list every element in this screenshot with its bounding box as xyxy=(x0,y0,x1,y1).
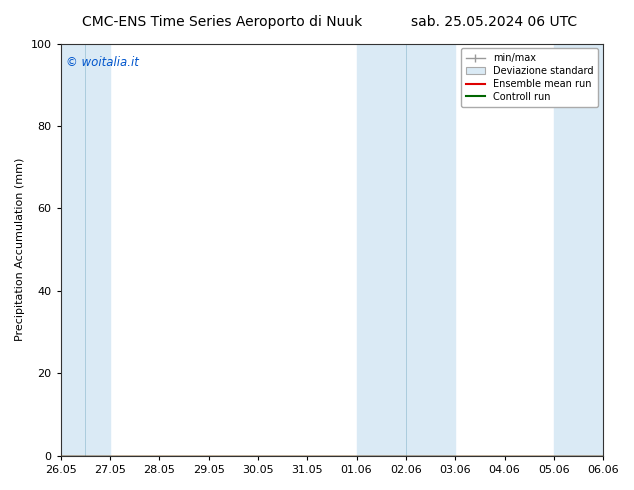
Legend: min/max, Deviazione standard, Ensemble mean run, Controll run: min/max, Deviazione standard, Ensemble m… xyxy=(461,49,598,107)
Text: CMC-ENS Time Series Aeroporto di Nuuk: CMC-ENS Time Series Aeroporto di Nuuk xyxy=(82,15,362,29)
Text: © woitalia.it: © woitalia.it xyxy=(66,56,139,69)
Bar xyxy=(554,44,634,456)
Y-axis label: Precipitation Accumulation (mm): Precipitation Accumulation (mm) xyxy=(15,158,25,342)
Text: sab. 25.05.2024 06 UTC: sab. 25.05.2024 06 UTC xyxy=(411,15,578,29)
Bar xyxy=(61,44,110,456)
Bar xyxy=(356,44,455,456)
